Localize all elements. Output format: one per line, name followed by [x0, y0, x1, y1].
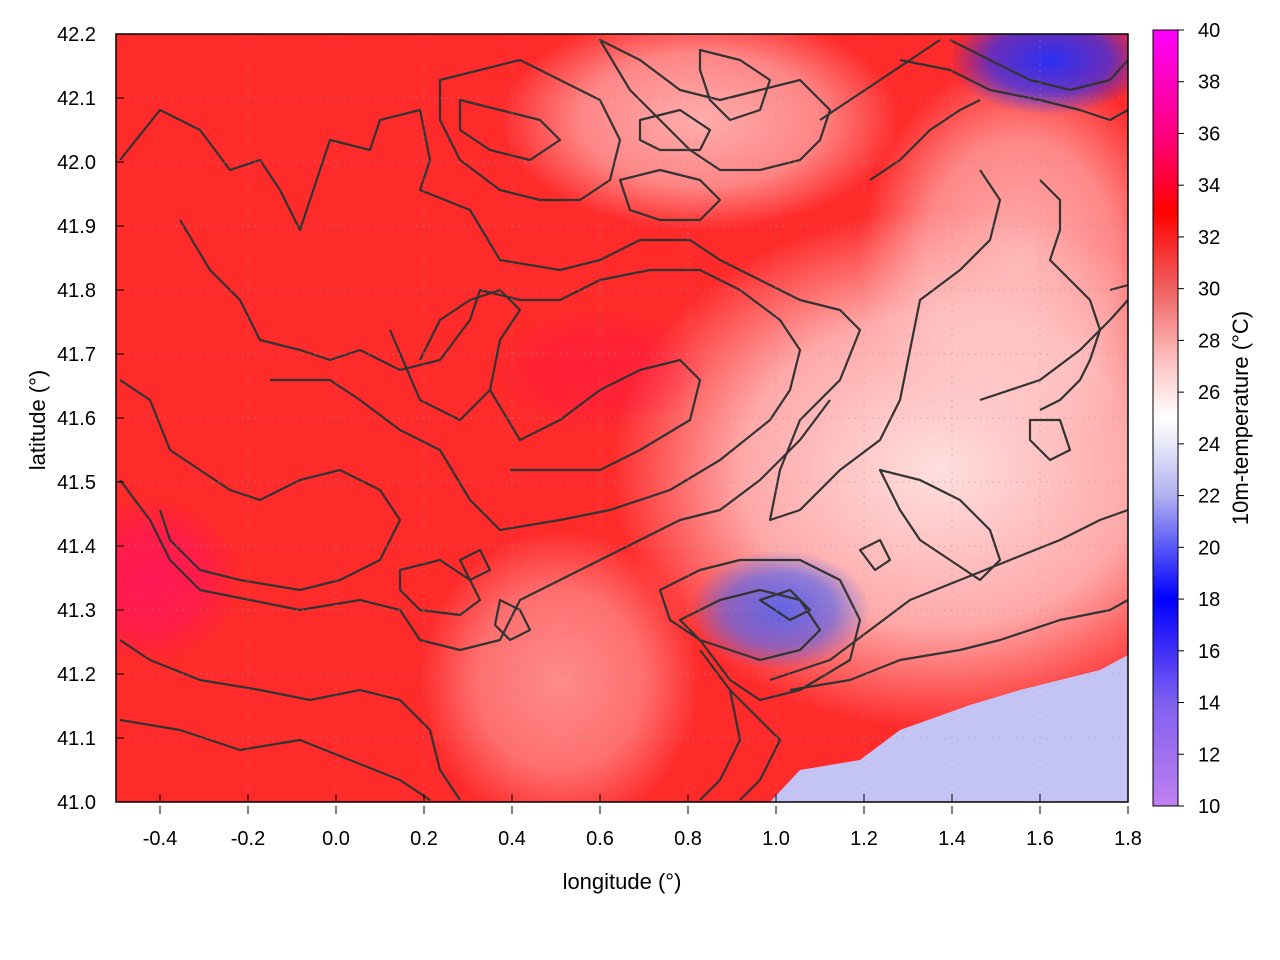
colorbar: [1152, 29, 1179, 807]
y-tick-label: 41.3: [57, 600, 96, 622]
contour-line: [979, 299, 1128, 402]
x-tick-label: 1.2: [850, 828, 878, 850]
cold-region-northeast: [950, 34, 1128, 115]
y-tick-label: 42.2: [57, 24, 96, 46]
contour-line: [438, 58, 622, 202]
y-tick-label: 41.0: [57, 792, 96, 814]
sea-area: [770, 655, 1128, 802]
contour-line: [819, 39, 941, 121]
x-axis-label: longitude (°): [563, 869, 682, 894]
contour-line: [698, 48, 772, 122]
y-tick-label: 41.4: [57, 536, 96, 558]
contour-line: [949, 39, 1128, 92]
contour-line: [678, 588, 822, 662]
colorbar-tick-label: 20: [1198, 537, 1220, 559]
y-tick-label: 41.7: [57, 344, 96, 366]
x-tick-label: 1.0: [762, 828, 790, 850]
mild-region-north: [500, 34, 900, 230]
contour-line: [119, 399, 831, 652]
y-tick-label: 41.5: [57, 472, 96, 494]
y-tick-label: 41.6: [57, 408, 96, 430]
contour-line: [858, 538, 892, 572]
colorbar-label: 10m-temperature (°C): [1228, 311, 1253, 525]
x-tick-label: 0.8: [674, 828, 702, 850]
contour-line: [179, 219, 802, 532]
contour-line: [489, 358, 702, 472]
colorbar-tick-label: 22: [1198, 486, 1220, 508]
y-tick-label: 41.1: [57, 728, 96, 750]
contour-line: [758, 588, 812, 622]
contour-line: [598, 38, 832, 172]
y-tick-label: 41.8: [57, 280, 96, 302]
mild-region-northeast: [860, 60, 1128, 460]
y-tick-label: 42.0: [57, 152, 96, 174]
mild-region-south: [420, 530, 700, 802]
colorbar-tick-label: 40: [1198, 20, 1220, 42]
contour-line: [493, 598, 532, 642]
y-axis-label: latitude (°): [25, 370, 50, 471]
hot-region-west: [116, 500, 240, 660]
contour-line: [119, 379, 402, 592]
colorbar-tick-label: 14: [1198, 693, 1220, 715]
colorbar-tick-label: 24: [1198, 434, 1220, 456]
x-tick-label: 0.4: [498, 828, 526, 850]
contour-line: [398, 558, 482, 617]
x-tick-label: 1.6: [1026, 828, 1054, 850]
x-axis: -0.4 -0.2 0.0 0.2 0.4 0.6 0.8 1.0 1.2 1.4 1.6 1.8: [143, 794, 1142, 850]
contour-lines: [119, 38, 1128, 801]
contour-line: [119, 718, 431, 801]
colorbar-tick-label: 18: [1198, 589, 1220, 611]
colorbar-tick-label: 32: [1198, 227, 1220, 249]
y-tick-label: 41.9: [57, 216, 96, 238]
contour-line: [878, 468, 1002, 582]
grid-lines: [116, 34, 1128, 802]
colorbar-tick-label: 16: [1198, 641, 1220, 663]
contour-line: [458, 548, 492, 582]
colorbar-tick-label: 34: [1198, 175, 1220, 197]
x-tick-label: 0.0: [322, 828, 350, 850]
contour-line: [1028, 418, 1072, 462]
contour-line: [729, 689, 782, 801]
x-tick-label: 0.2: [410, 828, 438, 850]
contour-line: [638, 108, 712, 152]
contour-line: [458, 98, 562, 162]
colorbar-tick-label: 12: [1198, 744, 1220, 766]
x-tick-label: 1.8: [1114, 828, 1142, 850]
contour-line: [789, 599, 1128, 692]
x-tick-label: 0.6: [586, 828, 614, 850]
contour-line: [119, 639, 461, 801]
cold-region-coast: [690, 550, 870, 670]
x-tick-label: -0.4: [143, 828, 177, 850]
contour-line: [618, 168, 722, 222]
colorbar-tick-label: 10: [1198, 796, 1220, 818]
contour-line: [388, 288, 522, 422]
contour-line: [119, 108, 1002, 522]
colorbar-tick-label: 36: [1198, 123, 1220, 145]
x-tick-label: -0.2: [231, 828, 265, 850]
heatmap-field: [116, 34, 1128, 802]
contour-line: [699, 649, 742, 801]
y-axis: 41.0 41.1 41.2 41.3 41.4 41.5 41.6 41.7 41.8 41.9…: [57, 24, 124, 814]
colorbar-axis: 10 12 14 16 18 20 22 24 26 28 30 32 34 36 38 40: [1178, 20, 1220, 818]
colorbar-tick-label: 38: [1198, 72, 1220, 94]
y-tick-label: 41.2: [57, 664, 96, 686]
x-tick-label: 1.4: [938, 828, 966, 850]
contour-line: [1109, 283, 1128, 292]
contour-line: [1039, 179, 1102, 411]
colorbar-tick-label: 26: [1198, 382, 1220, 404]
colorbar-tick-label: 28: [1198, 330, 1220, 352]
y-tick-label: 42.1: [57, 88, 96, 110]
contour-line: [769, 508, 1128, 682]
contour-line: [869, 99, 981, 181]
colorbar-tick-label: 30: [1198, 279, 1220, 301]
